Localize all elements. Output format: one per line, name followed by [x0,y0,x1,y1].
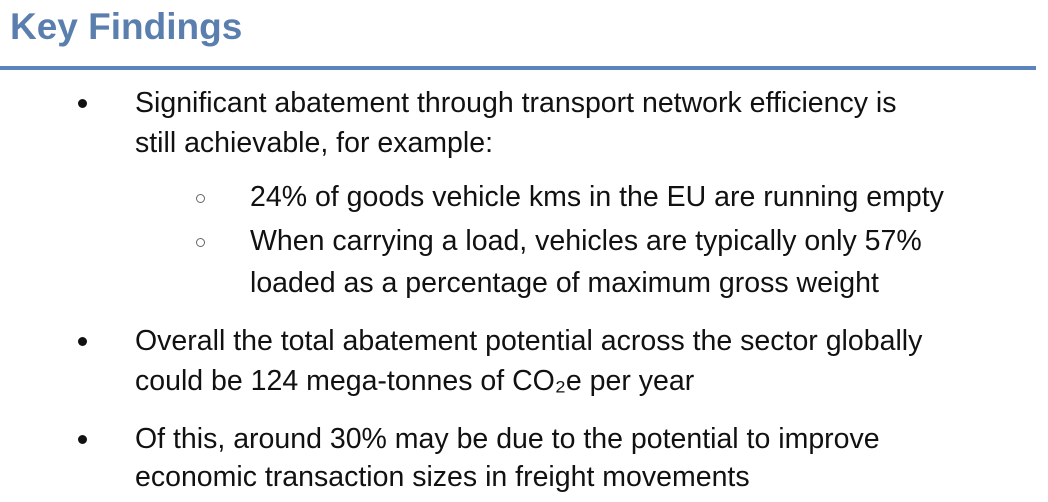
bullet-text: Of this, around 30% may be due to the po… [135,423,880,455]
slide-title: Key Findings [10,6,243,47]
bullet-text: economic transaction sizes in freight mo… [135,461,750,493]
bullet-marker [78,337,87,346]
bullet-text: could be 124 mega-tonnes of CO₂e per yea… [135,365,695,397]
bullet-text: Overall the total abatement potential ac… [135,325,923,357]
title-rule [0,66,1036,70]
bullet-marker [78,99,87,108]
sub-bullet-text: loaded as a percentage of maximum gross … [250,267,879,299]
bullet-text: still achievable, for example: [135,127,494,159]
sub-bullet-marker [196,194,205,203]
sub-bullet-text: When carrying a load, vehicles are typic… [250,225,922,257]
bullet-marker [78,435,87,444]
bullet-text: Significant abatement through transport … [135,87,897,119]
sub-bullet-text: 24% of goods vehicle kms in the EU are r… [250,181,944,213]
sub-bullet-marker [196,238,205,247]
